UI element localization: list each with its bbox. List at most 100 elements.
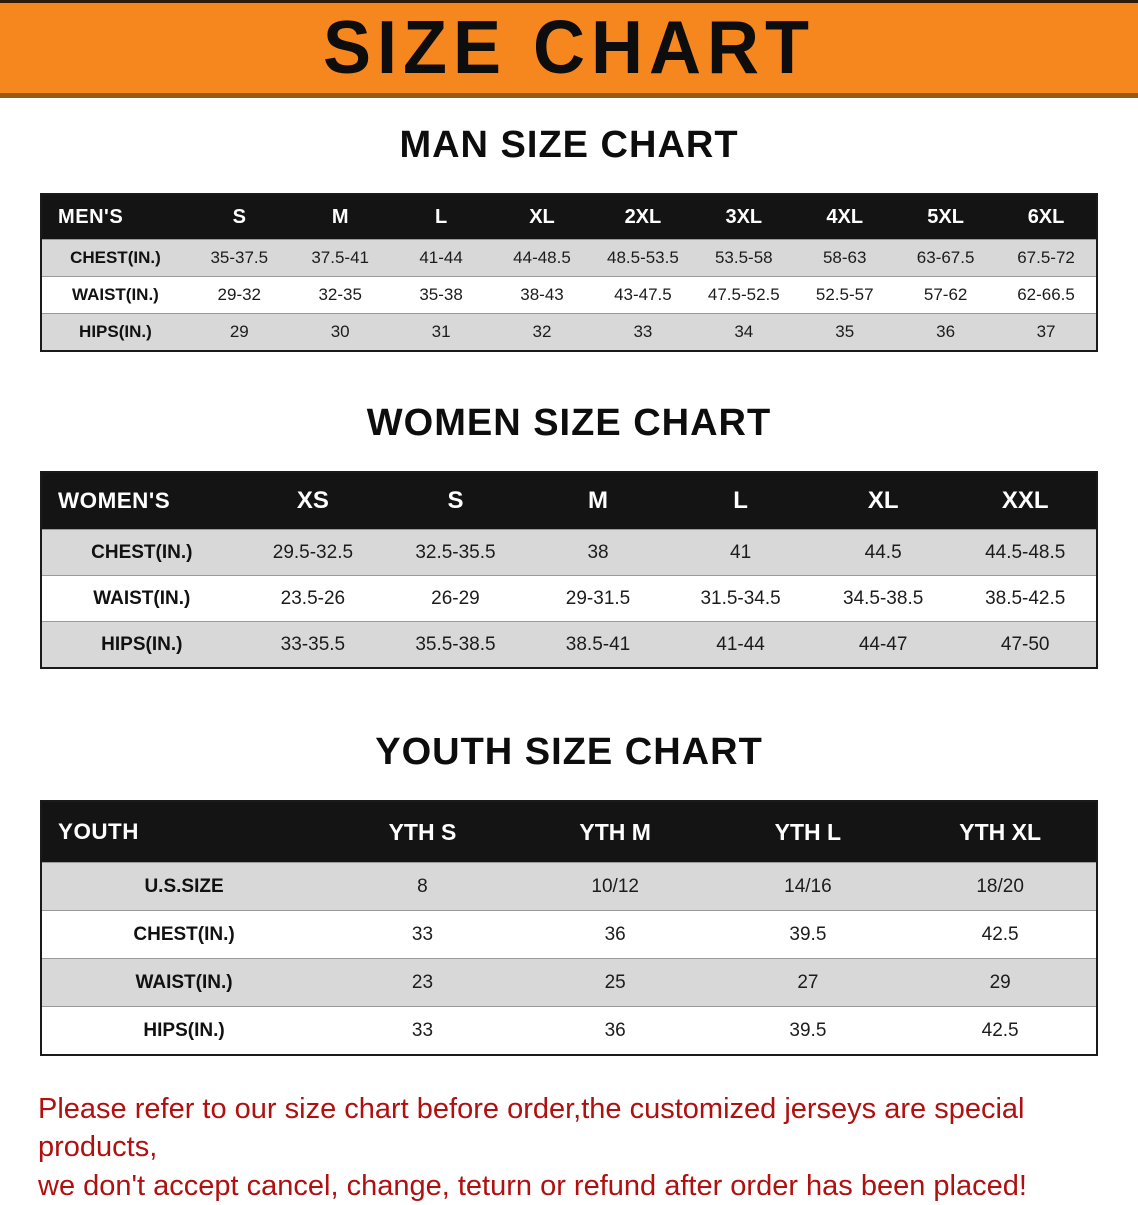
table-cell: 33 xyxy=(411,1019,434,1041)
table-cell: 37 xyxy=(1036,322,1056,341)
table-header-cell: XXL xyxy=(954,472,1097,530)
row-label-cell: CHEST(IN.) xyxy=(70,248,161,267)
table-cell: 32.5-35.5 xyxy=(415,541,496,563)
disclaimer-line-1: Please refer to our size chart before or… xyxy=(38,1093,1025,1164)
table-row: WAIST(IN.) 23.5-26 26-29 29-31.5 31.5-34.5 34… xyxy=(41,575,1097,622)
table-cell: 48.5-53.5 xyxy=(606,248,679,267)
table-header-cell: 2XL xyxy=(592,194,694,240)
table-cell: 32-35 xyxy=(318,285,362,304)
table-cell: 35.5-38.5 xyxy=(415,633,496,655)
table-header-cell: MEN'S xyxy=(41,194,189,240)
table-cell: 39.5 xyxy=(789,1019,827,1041)
table-row: HIPS(IN.) 33 36 39.5 42.5 xyxy=(41,1006,1097,1055)
table-cell: 44.5 xyxy=(864,541,902,563)
page-title: SIZE CHART xyxy=(323,6,815,91)
women-size-section: WOMEN SIZE CHART WOMEN'S XS S M L XL XXL CHEST(… xyxy=(0,402,1138,669)
table-header-cell: 5XL xyxy=(895,194,997,240)
table-header-cell: 6XL xyxy=(996,194,1097,240)
row-label-cell: WAIST(IN.) xyxy=(93,587,191,609)
table-cell: 29.5-32.5 xyxy=(272,541,354,563)
table-cell: 18/20 xyxy=(976,875,1024,897)
table-cell: 38-43 xyxy=(520,285,564,304)
table-header-cell: 4XL xyxy=(794,194,896,240)
table-cell: 35 xyxy=(835,322,855,341)
table-cell: 23 xyxy=(411,971,434,993)
youth-size-section: YOUTH SIZE CHART YOUTH YTH S YTH M YTH L YTH… xyxy=(0,731,1138,1056)
table-cell: 44-48.5 xyxy=(513,248,571,267)
table-row: HIPS(IN.) 29 30 31 32 33 34 35 36 37 xyxy=(41,313,1097,351)
table-cell: 47-50 xyxy=(1000,633,1050,655)
row-label-cell: HIPS(IN.) xyxy=(143,1019,225,1041)
table-cell: 41 xyxy=(730,541,752,563)
table-cell: 35-37.5 xyxy=(210,248,269,267)
table-cell: 33 xyxy=(633,322,653,341)
table-cell: 38.5-42.5 xyxy=(985,587,1066,609)
table-cell: 8 xyxy=(417,875,428,897)
table-row: CHEST(IN.) 33 36 39.5 42.5 xyxy=(41,910,1097,959)
table-cell: 32 xyxy=(532,322,552,341)
women-section-heading: WOMEN SIZE CHART xyxy=(366,402,772,444)
row-label-cell: HIPS(IN.) xyxy=(101,633,183,655)
table-cell: 57-62 xyxy=(923,285,968,304)
table-cell: 36 xyxy=(936,322,956,341)
table-cell: 10/12 xyxy=(591,875,639,897)
table-cell: 67.5-72 xyxy=(1017,248,1075,267)
row-label-cell: CHEST(IN.) xyxy=(91,541,193,563)
table-cell: 44.5-48.5 xyxy=(985,541,1066,563)
table-header-cell: YTH S xyxy=(326,801,519,863)
table-cell: 41-44 xyxy=(716,633,765,655)
table-cell: 44-47 xyxy=(858,633,908,655)
table-header-cell: XL xyxy=(811,472,955,530)
table-cell: 26-29 xyxy=(431,587,480,609)
table-cell: 29-32 xyxy=(217,285,262,304)
table-cell: 36 xyxy=(604,1019,626,1041)
youth-size-table: YOUTH YTH S YTH M YTH L YTH XL U.S.SIZE 8 10/12… xyxy=(40,800,1098,1056)
table-cell: 47.5-52.5 xyxy=(707,285,780,304)
disclaimer-text: Please refer to our size chart before or… xyxy=(38,1090,1100,1205)
table-cell: 37.5-41 xyxy=(311,248,370,267)
table-header-row: MEN'S S M L XL 2XL 3XL 4XL 5XL 6XL xyxy=(41,194,1097,240)
table-cell: 29-31.5 xyxy=(565,587,631,609)
row-label-cell: HIPS(IN.) xyxy=(79,322,152,341)
table-cell: 38 xyxy=(587,541,609,563)
table-header-cell: XS xyxy=(241,472,385,530)
table-header-row: WOMEN'S XS S M L XL XXL xyxy=(41,472,1097,530)
table-cell: 62-66.5 xyxy=(1017,285,1075,304)
row-label-cell: U.S.SIZE xyxy=(144,875,224,897)
table-cell: 35-38 xyxy=(419,285,463,304)
table-cell: 42.5 xyxy=(981,923,1019,945)
women-size-table: WOMEN'S XS S M L XL XXL CHEST(IN.) 29.5-32.5 32.5… xyxy=(40,471,1098,669)
table-cell: 34 xyxy=(734,322,754,341)
table-cell: 33-35.5 xyxy=(280,633,346,655)
table-cell: 52.5-57 xyxy=(815,285,874,304)
table-cell: 34.5-38.5 xyxy=(843,587,924,609)
table-header-cell: YTH M xyxy=(518,801,712,863)
table-cell: 43-47.5 xyxy=(614,285,672,304)
table-cell: 38.5-41 xyxy=(565,633,631,655)
table-cell: 25 xyxy=(604,971,626,993)
table-cell: 29 xyxy=(229,322,249,341)
table-header-cell: L xyxy=(669,472,812,530)
youth-section-heading: YOUTH SIZE CHART xyxy=(375,731,763,773)
table-cell: 42.5 xyxy=(981,1019,1019,1041)
table-cell: 29 xyxy=(989,971,1011,993)
row-label-cell: CHEST(IN.) xyxy=(133,923,235,945)
table-cell: 27 xyxy=(797,971,819,993)
table-row: HIPS(IN.) 33-35.5 35.5-38.5 38.5-41 41-44 44-… xyxy=(41,621,1097,668)
men-size-table: MEN'S S M L XL 2XL 3XL 4XL 5XL 6XL CHEST(IN.) 35-37… xyxy=(40,193,1098,352)
table-cell: 39.5 xyxy=(789,923,827,945)
row-label-cell: WAIST(IN.) xyxy=(71,285,159,304)
table-cell: 30 xyxy=(330,322,350,341)
table-cell: 14/16 xyxy=(784,875,832,897)
table-header-cell: S xyxy=(384,472,527,530)
table-cell: 41-44 xyxy=(419,248,463,267)
table-cell: 53.5-58 xyxy=(714,248,773,267)
table-header-cell: S xyxy=(188,194,290,240)
table-row: WAIST(IN.) 23 25 27 29 xyxy=(41,958,1097,1007)
disclaimer-line-2: we don't accept cancel, change, teturn o… xyxy=(38,1169,1027,1202)
table-cell: 36 xyxy=(604,923,626,945)
title-banner: SIZE CHART xyxy=(0,0,1138,98)
table-cell: 33 xyxy=(411,923,434,945)
table-cell: 58-63 xyxy=(822,248,867,267)
table-cell: 31.5-34.5 xyxy=(700,587,781,609)
